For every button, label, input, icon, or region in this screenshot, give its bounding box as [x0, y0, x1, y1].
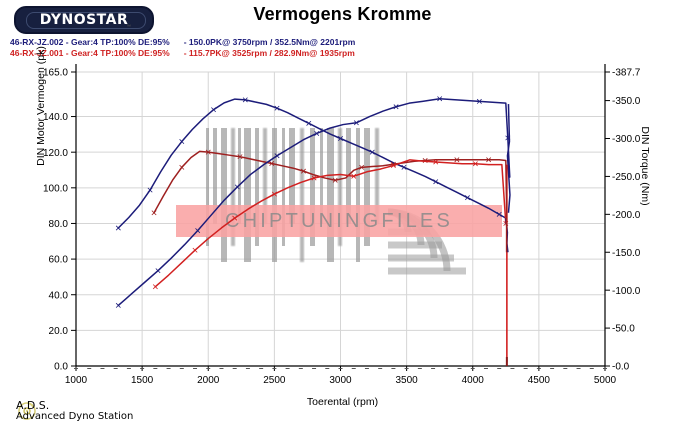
svg-text:-387.7: -387.7: [612, 68, 641, 79]
svg-text:120.0: 120.0: [43, 148, 68, 159]
svg-text:1000: 1000: [65, 375, 88, 386]
svg-text:100.0: 100.0: [43, 183, 68, 194]
footer-long: Advanced Dyno Station: [16, 411, 134, 422]
svg-text:-150.0: -150.0: [612, 248, 641, 259]
svg-text:5000: 5000: [594, 375, 617, 386]
svg-text:0.0: 0.0: [54, 362, 68, 373]
legend-params-0: - Gear:4 TP:100% DE:95%: [65, 37, 170, 47]
svg-text:3500: 3500: [396, 375, 419, 386]
logo-plate-inner: [26, 12, 146, 29]
ads-logo-icon: [18, 402, 36, 420]
svg-text:2000: 2000: [197, 375, 220, 386]
legend-row-0: 46-RX-JZ.002 - Gear:4 TP:100% DE:95% - 15…: [10, 37, 355, 48]
svg-text:60.0: 60.0: [49, 255, 69, 266]
svg-text:140.0: 140.0: [43, 112, 68, 123]
svg-text:4500: 4500: [528, 375, 551, 386]
legend-peaks-0: - 150.0PK@ 3750rpm / 352.5Nm@ 2201rpm: [183, 37, 356, 47]
svg-text:CHIPTUNINGFILES: CHIPTUNINGFILES: [225, 210, 453, 232]
svg-text:20.0: 20.0: [49, 326, 69, 337]
svg-text:-50.0: -50.0: [612, 324, 635, 335]
legend-params-1: - Gear:4 TP:100% DE:95%: [65, 48, 170, 58]
legend-row-1: 46-RX-JZ.001 - Gear:4 TP:100% DE:95% - 11…: [10, 48, 355, 59]
series-lines: [115, 96, 511, 363]
svg-text:4000: 4000: [462, 375, 485, 386]
legend: 46-RX-JZ.002 - Gear:4 TP:100% DE:95% - 15…: [10, 37, 355, 59]
watermark: CHIPTUNINGFILES: [176, 128, 502, 275]
svg-text:40.0: 40.0: [49, 290, 69, 301]
svg-text:1500: 1500: [131, 375, 154, 386]
logo-trademark: ™: [126, 24, 131, 30]
svg-text:-100.0: -100.0: [612, 286, 641, 297]
logo-plate: DYNOSTAR: [14, 6, 154, 34]
legend-peaks-1: - 115.7PK@ 3525rpm / 282.9Nm@ 1935rpm: [183, 48, 355, 58]
axis-ticks: 0.0 20.0 40.0 60.0 80.0 100.0 120.0 140.0 165.0 -…: [43, 68, 641, 386]
footer: A.D.S. Advanced Dyno Station: [16, 400, 133, 422]
svg-text:-300.0: -300.0: [612, 134, 641, 145]
svg-text:-250.0: -250.0: [612, 172, 641, 183]
svg-text:2500: 2500: [263, 375, 286, 386]
svg-text:-0.0: -0.0: [612, 362, 630, 373]
dynostar-logo: DYNOSTAR ™: [8, 4, 156, 34]
legend-run-0: 46-RX-JZ.002: [10, 37, 64, 47]
footer-short: A.D.S.: [16, 399, 50, 412]
svg-text:-350.0: -350.0: [612, 96, 641, 107]
x-axis-title: Toerental (rpm): [306, 396, 379, 408]
svg-text:3000: 3000: [329, 375, 352, 386]
svg-text:80.0: 80.0: [49, 219, 69, 230]
svg-text:165.0: 165.0: [43, 68, 68, 79]
legend-run-1: 46-RX-JZ.001: [10, 48, 64, 58]
logo-wordmark: DYNOSTAR: [39, 12, 129, 28]
svg-text:-200.0: -200.0: [612, 210, 641, 221]
